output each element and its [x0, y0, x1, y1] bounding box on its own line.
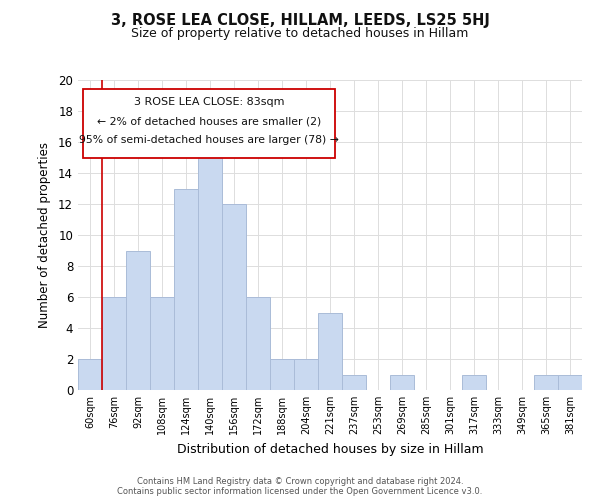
Bar [342, 374, 366, 390]
Bar [558, 374, 582, 390]
Bar [174, 188, 198, 390]
Text: 3, ROSE LEA CLOSE, HILLAM, LEEDS, LS25 5HJ: 3, ROSE LEA CLOSE, HILLAM, LEEDS, LS25 5… [110, 12, 490, 28]
Bar [126, 250, 150, 390]
Bar [318, 312, 342, 390]
Text: ← 2% of detached houses are smaller (2): ← 2% of detached houses are smaller (2) [97, 116, 321, 126]
Bar [102, 297, 126, 390]
Y-axis label: Number of detached properties: Number of detached properties [38, 142, 51, 328]
Bar [150, 297, 174, 390]
Bar [246, 297, 270, 390]
X-axis label: Distribution of detached houses by size in Hillam: Distribution of detached houses by size … [176, 442, 484, 456]
Bar [390, 374, 414, 390]
Bar [198, 142, 222, 390]
Bar [270, 359, 294, 390]
FancyBboxPatch shape [83, 90, 335, 158]
Text: Contains HM Land Registry data © Crown copyright and database right 2024.: Contains HM Land Registry data © Crown c… [137, 477, 463, 486]
Text: 95% of semi-detached houses are larger (78) →: 95% of semi-detached houses are larger (… [79, 135, 339, 145]
Text: 3 ROSE LEA CLOSE: 83sqm: 3 ROSE LEA CLOSE: 83sqm [134, 97, 284, 107]
Text: Size of property relative to detached houses in Hillam: Size of property relative to detached ho… [131, 28, 469, 40]
Bar [78, 359, 102, 390]
Bar [294, 359, 318, 390]
Bar [534, 374, 558, 390]
Bar [222, 204, 246, 390]
Text: Contains public sector information licensed under the Open Government Licence v3: Contains public sector information licen… [118, 487, 482, 496]
Bar [462, 374, 486, 390]
